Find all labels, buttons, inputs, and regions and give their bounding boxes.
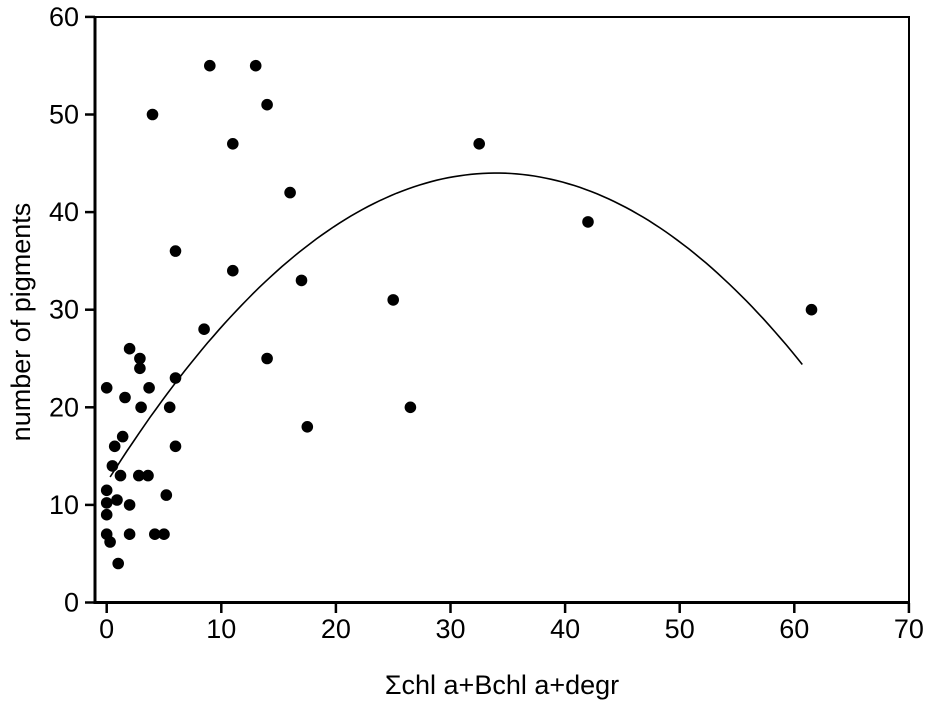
data-point: [261, 98, 273, 111]
data-point: [160, 489, 173, 501]
data-point: [169, 245, 182, 257]
y-tick-label: 40: [49, 197, 79, 227]
data-point: [112, 557, 124, 570]
data-point: [123, 342, 136, 355]
data-point: [100, 508, 113, 521]
data-point: [582, 216, 594, 228]
data-point: [249, 59, 262, 72]
data-point: [106, 460, 119, 472]
data-point: [100, 497, 113, 509]
data-point: [100, 484, 113, 497]
data-point: [261, 352, 273, 365]
data-point: [163, 401, 176, 414]
data-point: [133, 469, 145, 482]
y-tick-label: 60: [49, 2, 79, 32]
data-point: [114, 469, 127, 482]
data-point: [204, 59, 216, 72]
x-tick-label: 10: [206, 614, 236, 644]
x-tick-label: 60: [779, 614, 809, 644]
data-point: [301, 421, 314, 433]
data-point: [169, 372, 182, 384]
regression-curve: [109, 172, 803, 478]
ticks-layer: 0 10 20 30 40 50 60 70 0 10 20 30 40 50 60: [49, 2, 924, 644]
data-point: [227, 138, 239, 150]
data-point: [149, 528, 161, 540]
data-point: [135, 401, 147, 414]
data-point: [284, 186, 296, 199]
data-point: [404, 401, 417, 414]
data-point: [104, 536, 116, 548]
data-point: [111, 494, 123, 506]
data-point: [123, 528, 136, 540]
data-point: [108, 440, 121, 453]
data-point: [100, 382, 113, 394]
y-tick-label: 20: [49, 392, 79, 422]
data-point: [134, 362, 146, 375]
plot-frame: [94, 16, 910, 604]
x-tick-label: 50: [665, 614, 695, 644]
data-point: [473, 138, 486, 150]
data-point: [123, 499, 136, 511]
y-tick-label: 10: [49, 490, 79, 520]
data-point: [227, 264, 239, 277]
data-point: [116, 430, 129, 443]
fit-curve-layer: [109, 172, 803, 478]
data-point: [158, 528, 170, 540]
data-points-layer: [100, 59, 818, 570]
data-point: [295, 274, 308, 287]
x-tick-label: 0: [99, 614, 114, 644]
data-point: [119, 391, 131, 404]
data-point: [142, 469, 154, 482]
y-axis-title: number of pigments: [6, 203, 36, 442]
data-point: [387, 294, 400, 306]
y-tick-label: 0: [64, 588, 79, 618]
data-point: [169, 440, 182, 453]
data-point: [805, 303, 818, 316]
y-tick-label: 50: [49, 100, 79, 130]
data-point: [134, 352, 146, 365]
y-tick-label: 30: [49, 295, 79, 325]
x-tick-label: 30: [435, 614, 465, 644]
data-point: [146, 108, 159, 121]
data-point: [143, 382, 155, 394]
x-tick-label: 20: [321, 614, 351, 644]
data-point: [198, 323, 210, 336]
x-axis-title: Σchl a+Bchl a+degr: [385, 670, 619, 700]
x-tick-label: 40: [550, 614, 580, 644]
x-tick-label: 70: [894, 614, 924, 644]
